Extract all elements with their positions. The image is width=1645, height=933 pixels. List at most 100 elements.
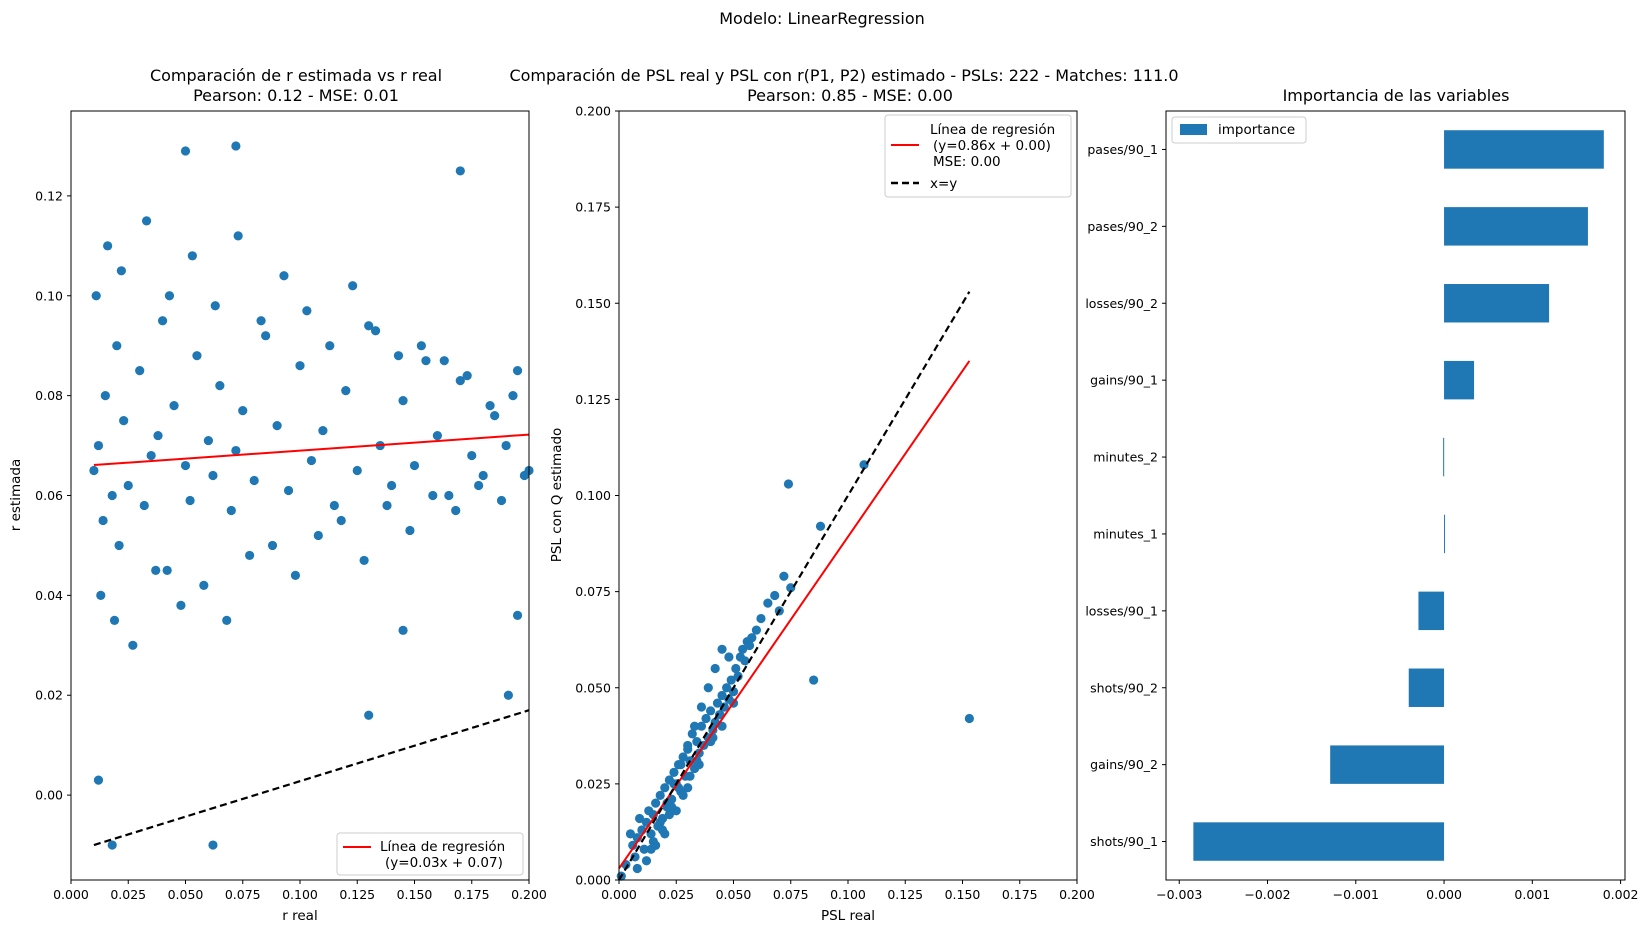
panel1-point xyxy=(91,291,101,301)
panel2-point xyxy=(630,852,640,862)
panel1-ytick-label: 0.00 xyxy=(35,788,63,803)
panel1-point xyxy=(107,490,117,501)
panel3-ytick-label: minutes_1 xyxy=(1093,526,1158,541)
panel2-point xyxy=(660,783,670,793)
panel1-point xyxy=(279,271,289,281)
panel2-point xyxy=(664,810,674,820)
panel1-point xyxy=(490,411,500,421)
panel2-point xyxy=(756,613,766,624)
panel2-point xyxy=(728,686,739,697)
panel2-ytick-label: 0.050 xyxy=(575,680,611,695)
panel2-xtick-label: 0.125 xyxy=(887,887,923,902)
panel2-point xyxy=(859,460,869,470)
panel1-point xyxy=(176,600,186,610)
figure-suptitle: Modelo: LinearRegression xyxy=(719,9,925,28)
panel2-ytick-label: 0.075 xyxy=(575,584,611,599)
panel2-point xyxy=(669,767,679,777)
panel3-y-ticks: pases/90_1 pases/90_2 losses/90_2 gains/90_… xyxy=(1085,142,1166,849)
panel1-point xyxy=(103,241,113,251)
panel1-point xyxy=(245,550,255,561)
panel1-point xyxy=(290,570,301,580)
panel2-point xyxy=(751,625,762,635)
panel2-point xyxy=(678,752,688,762)
panel2-point xyxy=(651,798,661,808)
panel1-point xyxy=(98,515,108,526)
panel1-point xyxy=(503,690,513,700)
panel2-ytick-label: 0.125 xyxy=(575,392,611,407)
panel3-ytick-label: gains/90_1 xyxy=(1090,373,1158,388)
panel3-bar xyxy=(1444,514,1446,554)
panel1-point xyxy=(93,775,104,785)
panel1-point xyxy=(382,500,392,511)
panel1-point xyxy=(208,470,218,481)
panel1-point xyxy=(370,326,381,336)
panel2-point xyxy=(685,771,695,781)
panel1-point xyxy=(336,515,346,526)
panel1-point xyxy=(169,401,179,411)
panel1-title-line2: Pearson: 0.12 - MSE: 0.01 xyxy=(193,86,399,105)
panel1-point xyxy=(512,366,523,376)
panel2-legend: Línea de regresión (y=0.86x + 0.00) MSE:… xyxy=(884,114,1072,198)
panel1-point xyxy=(302,306,312,316)
panel1-point xyxy=(341,386,351,396)
panel1-point xyxy=(96,590,106,600)
panel1-point xyxy=(135,366,145,376)
panel1-point xyxy=(359,555,369,566)
panel1-legend: Línea de regresión (y=0.03x + 0.07) xyxy=(336,832,524,876)
panel1-point xyxy=(158,316,168,326)
panel1-point xyxy=(352,465,362,476)
panel-r-comparison: Comparación de r estimada vs r real Pear… xyxy=(8,66,547,924)
panel2-legend-regression-label: Línea de regresión xyxy=(930,122,1055,138)
panel2-point xyxy=(726,675,736,685)
panel2-point xyxy=(678,790,688,801)
panel3-ytick-label: minutes_2 xyxy=(1093,450,1158,465)
panel1-point xyxy=(89,465,99,476)
panel2-point xyxy=(815,521,826,531)
panel1-point xyxy=(439,356,449,366)
panel2-point xyxy=(655,790,665,801)
panel1-identity-line xyxy=(93,709,530,847)
panel1-point xyxy=(215,381,225,391)
panel1-point xyxy=(231,141,241,151)
panel3-bar xyxy=(1443,437,1445,477)
panel2-legend-regression-mse: MSE: 0.00 xyxy=(933,154,1001,170)
panel2-point xyxy=(786,583,796,593)
panel1-xtick-label: 0.150 xyxy=(397,887,433,902)
panel2-ytick-label: 0.200 xyxy=(575,104,611,119)
panel2-point xyxy=(683,740,693,751)
panel2-xtick-label: 0.150 xyxy=(945,887,981,902)
panel1-ytick-label: 0.04 xyxy=(35,588,63,603)
panel1-point xyxy=(519,470,530,481)
panel1-xtick-label: 0.050 xyxy=(168,887,204,902)
panel1-xtick-label: 0.075 xyxy=(225,887,261,902)
panel1-regression-line xyxy=(93,433,530,467)
panel1-xlabel: r real xyxy=(282,908,317,924)
panel1-point xyxy=(185,495,195,506)
panel1-point xyxy=(428,490,438,501)
panel1-point xyxy=(313,530,323,541)
panel3-x-ticks: −0.003 −0.002 −0.001 0.000 0.001 0.002 xyxy=(1156,880,1638,902)
panel1-point xyxy=(421,356,431,366)
panel1-point xyxy=(455,166,465,176)
panel1-ytick-label: 0.08 xyxy=(35,388,63,403)
panel1-xtick-label: 0.000 xyxy=(53,887,89,902)
panel1-x-ticks: 0.000 0.025 0.050 0.075 0.100 0.125 0.150 0.175… xyxy=(53,880,547,902)
panel2-xtick-label: 0.100 xyxy=(830,887,866,902)
panel3-axes-frame xyxy=(1165,110,1626,881)
panel3-xtick-label: −0.002 xyxy=(1244,887,1290,902)
panel1-point xyxy=(162,565,172,576)
panel1-xtick-label: 0.025 xyxy=(110,887,146,902)
panel2-point xyxy=(701,713,711,724)
panel1-point xyxy=(306,455,317,466)
panel1-title-line1: Comparación de r estimada vs r real xyxy=(150,66,442,85)
panel1-y-ticks: 0.00 0.02 0.04 0.06 0.08 0.10 0.12 xyxy=(35,188,71,803)
panel1-point xyxy=(146,450,156,461)
panel1-point xyxy=(508,391,518,401)
panel1-point xyxy=(496,495,507,506)
panel3-title: Importancia de las variables xyxy=(1283,86,1510,105)
panel2-point xyxy=(687,729,697,739)
panel3-legend-box xyxy=(1171,116,1307,144)
panel2-ytick-label: 0.100 xyxy=(575,488,611,503)
panel1-point xyxy=(485,401,495,411)
panel1-legend-regression-label: Línea de regresión xyxy=(380,839,505,855)
